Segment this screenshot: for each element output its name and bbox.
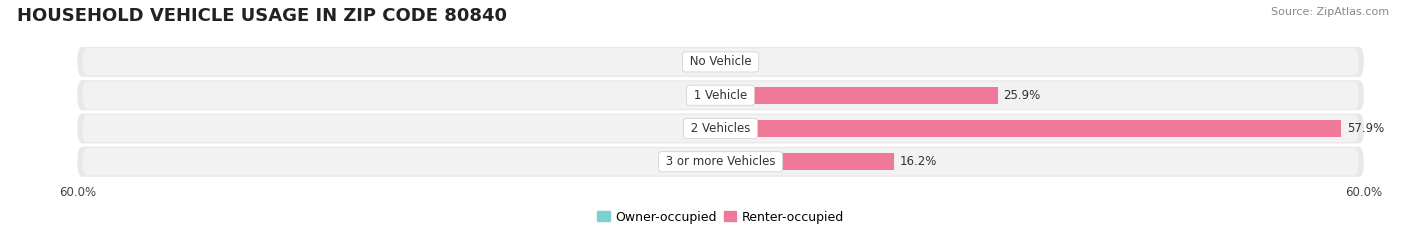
Text: 3 or more Vehicles: 3 or more Vehicles: [662, 155, 779, 168]
FancyBboxPatch shape: [77, 113, 1364, 144]
Text: 1 Vehicle: 1 Vehicle: [690, 89, 751, 102]
Text: Source: ZipAtlas.com: Source: ZipAtlas.com: [1271, 7, 1389, 17]
Text: 0.0%: 0.0%: [725, 55, 755, 69]
FancyBboxPatch shape: [77, 80, 1364, 110]
Text: HOUSEHOLD VEHICLE USAGE IN ZIP CODE 80840: HOUSEHOLD VEHICLE USAGE IN ZIP CODE 8084…: [17, 7, 508, 25]
Bar: [721, 153, 894, 170]
Legend: Owner-occupied, Renter-occupied: Owner-occupied, Renter-occupied: [592, 206, 849, 229]
FancyBboxPatch shape: [77, 147, 1364, 177]
FancyBboxPatch shape: [83, 148, 1358, 175]
Text: 0.0%: 0.0%: [686, 55, 716, 69]
Text: 2 Vehicles: 2 Vehicles: [688, 122, 754, 135]
Text: 0.0%: 0.0%: [686, 89, 716, 102]
FancyBboxPatch shape: [83, 115, 1358, 142]
Bar: [721, 86, 998, 104]
Text: No Vehicle: No Vehicle: [686, 55, 755, 69]
FancyBboxPatch shape: [83, 82, 1358, 109]
Text: 16.2%: 16.2%: [900, 155, 936, 168]
Text: 0.0%: 0.0%: [686, 155, 716, 168]
Text: 57.9%: 57.9%: [1347, 122, 1384, 135]
Bar: [721, 120, 1341, 137]
Text: 25.9%: 25.9%: [1004, 89, 1040, 102]
FancyBboxPatch shape: [77, 47, 1364, 77]
Text: 0.0%: 0.0%: [686, 122, 716, 135]
FancyBboxPatch shape: [83, 48, 1358, 75]
